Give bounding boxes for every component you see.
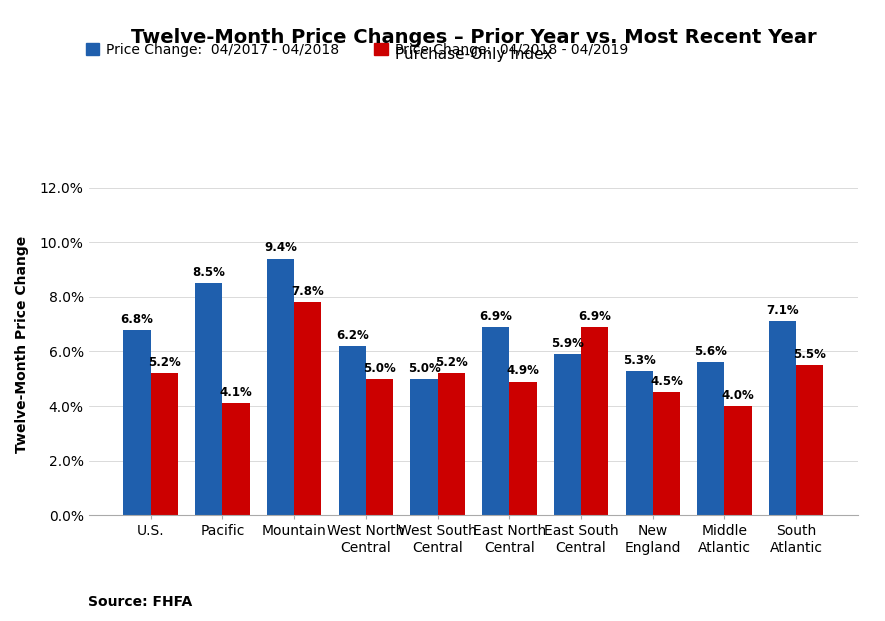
Bar — [267, 258, 294, 515]
Text: Source: FHFA: Source: FHFA — [88, 594, 193, 609]
Bar — [581, 327, 608, 515]
Text: 5.2%: 5.2% — [148, 356, 181, 369]
Bar — [411, 379, 437, 515]
Text: Twelve-Month Price Changes – Prior Year vs. Most Recent Year: Twelve-Month Price Changes – Prior Year … — [131, 28, 816, 47]
Text: 6.8%: 6.8% — [120, 312, 154, 325]
Bar — [653, 392, 680, 515]
Bar — [769, 322, 796, 515]
Legend: Price Change:  04/2017 - 04/2018, Price Change:  04/2018 - 04/2019: Price Change: 04/2017 - 04/2018, Price C… — [80, 37, 634, 63]
Bar — [554, 354, 581, 515]
Text: 6.9%: 6.9% — [578, 310, 612, 323]
Text: 4.5%: 4.5% — [650, 375, 683, 388]
Bar — [339, 346, 366, 515]
Text: 5.2%: 5.2% — [435, 356, 467, 369]
Y-axis label: Twelve-Month Price Change: Twelve-Month Price Change — [15, 236, 28, 453]
Bar — [366, 379, 393, 515]
Text: 4.1%: 4.1% — [219, 386, 252, 399]
Bar — [697, 363, 725, 515]
Text: 5.5%: 5.5% — [793, 348, 827, 361]
Bar — [482, 327, 510, 515]
Text: 4.9%: 4.9% — [506, 365, 539, 378]
Bar — [626, 371, 653, 515]
Text: 8.5%: 8.5% — [192, 266, 226, 279]
Text: 5.0%: 5.0% — [363, 361, 396, 374]
Bar — [222, 404, 250, 515]
Bar — [196, 283, 222, 515]
Text: 6.9%: 6.9% — [480, 310, 512, 323]
Bar — [796, 365, 823, 515]
Bar — [294, 302, 321, 515]
Bar — [725, 406, 751, 515]
Bar — [437, 373, 465, 515]
Text: 4.0%: 4.0% — [722, 389, 755, 402]
Bar — [150, 373, 178, 515]
Text: 5.3%: 5.3% — [623, 353, 656, 366]
Text: 7.8%: 7.8% — [291, 285, 324, 298]
Bar — [124, 330, 150, 515]
Text: 5.0%: 5.0% — [408, 361, 441, 374]
Text: Purchase-Only Index: Purchase-Only Index — [395, 47, 552, 61]
Text: 5.9%: 5.9% — [551, 337, 584, 350]
Bar — [510, 381, 536, 515]
Text: 5.6%: 5.6% — [695, 345, 727, 358]
Text: 6.2%: 6.2% — [336, 329, 369, 342]
Text: 9.4%: 9.4% — [264, 242, 297, 255]
Text: 7.1%: 7.1% — [766, 304, 799, 317]
